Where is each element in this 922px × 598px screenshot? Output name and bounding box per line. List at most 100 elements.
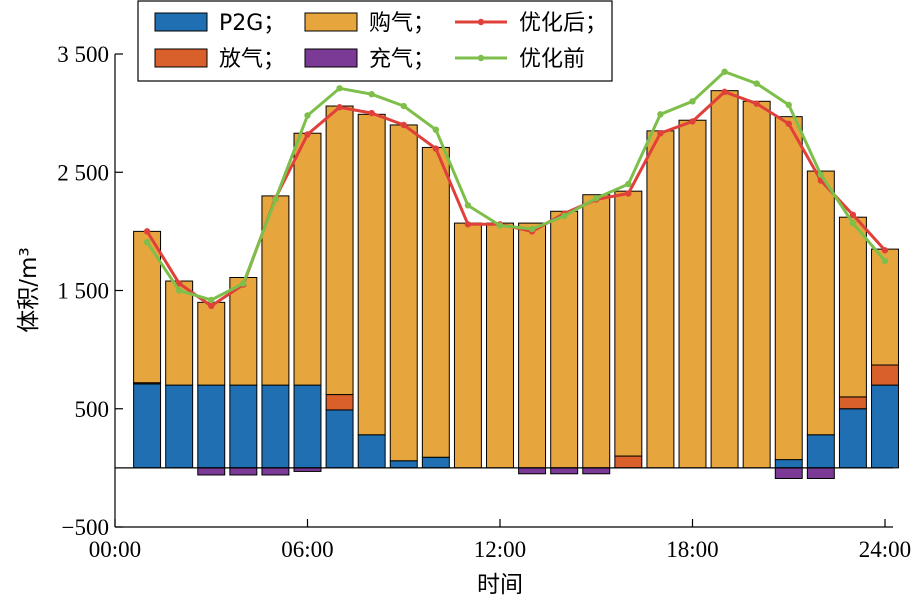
bar-P2G-8	[357, 434, 386, 469]
legend-label: 优化前	[519, 47, 585, 72]
line-point-after-6	[304, 131, 311, 138]
bar-购气-12	[486, 222, 514, 469]
bar-充气-13	[518, 467, 547, 475]
bar-购气-19	[710, 90, 739, 469]
line-point-before-9	[400, 102, 407, 110]
bar-P2G-22	[806, 434, 835, 469]
bar-P2G-9	[389, 460, 418, 469]
x-tick-label: 18:00	[666, 537, 718, 562]
bar-购气-13	[518, 222, 547, 469]
legend-marker	[477, 18, 485, 26]
line-point-before-13	[528, 225, 536, 233]
line-point-before-23	[849, 219, 857, 227]
legend-label: P2G；	[219, 11, 285, 36]
line-point-before-22	[817, 171, 825, 178]
bar-P2G-10	[421, 456, 450, 469]
line-point-before-24	[881, 257, 889, 265]
line-point-after-11	[464, 221, 472, 228]
bar-放气-16	[614, 455, 643, 469]
bar-购气-9	[389, 124, 418, 462]
legend-marker	[477, 54, 485, 62]
bar-P2G-7	[325, 409, 354, 469]
line-point-after-23	[849, 211, 857, 219]
line-point-after-18	[689, 118, 696, 125]
bar-P2G-24	[871, 384, 899, 469]
line-point-after-7	[336, 104, 343, 111]
line-point-after-1	[143, 228, 151, 235]
bar-P2G-1	[133, 383, 162, 469]
line-point-before-11	[464, 202, 472, 209]
bar-购气-18	[678, 119, 707, 469]
bar-P2G-3	[197, 384, 226, 469]
line-point-before-6	[304, 112, 311, 119]
legend-swatch	[154, 48, 208, 68]
x-tick-label: 12:00	[474, 537, 526, 562]
bar-充气-14	[550, 467, 579, 475]
legend-label: 优化后；	[519, 11, 607, 36]
x-axis-label: 时间	[477, 572, 523, 598]
bar-购气-22	[806, 170, 835, 436]
lines-layer	[143, 68, 889, 310]
bar-放气-23	[838, 396, 867, 410]
line-point-after-16	[625, 190, 632, 197]
line-point-before-17	[657, 111, 664, 118]
bar-购气-2	[165, 280, 194, 386]
bar-充气-3	[197, 467, 226, 476]
bar-购气-24	[871, 248, 899, 366]
line-point-before-7	[336, 85, 343, 92]
line-point-before-1	[143, 238, 151, 246]
line-point-before-12	[496, 222, 504, 229]
line-point-after-9	[400, 121, 407, 129]
legend-swatch	[304, 48, 358, 68]
bar-P2G-2	[165, 384, 194, 469]
x-tick-label: 24:00	[859, 537, 911, 562]
line-point-before-18	[689, 98, 696, 105]
line-point-after-10	[432, 145, 440, 152]
line-point-before-20	[753, 80, 760, 87]
bar-购气-20	[742, 100, 771, 469]
line-point-after-24	[881, 247, 889, 254]
bar-购气-21	[774, 116, 803, 461]
line-point-after-3	[208, 302, 215, 310]
bars-layer	[115, 90, 899, 480]
line-point-before-14	[560, 212, 568, 220]
bar-放气-7	[325, 394, 354, 411]
legend-label: 放气；	[219, 47, 285, 72]
bar-放气-24	[871, 364, 899, 386]
bar-购气-23	[838, 216, 867, 398]
bar-P2G-21	[774, 459, 803, 469]
line-point-before-16	[625, 180, 632, 188]
ticks-layer: −500 500 1 500 2 500 3 500 00:00 06:00 12:00 18:…	[57, 42, 911, 562]
line-point-after-19	[721, 88, 728, 96]
bar-购气-17	[646, 130, 675, 469]
y-tick-label: 3 500	[57, 42, 109, 67]
bar-购气-15	[582, 194, 611, 469]
line-point-before-19	[721, 68, 728, 75]
bar-充气-15	[582, 467, 611, 475]
bar-P2G-23	[838, 408, 867, 469]
bar-购气-3	[197, 301, 226, 386]
bar-充气-5	[261, 467, 290, 476]
bar-购气-11	[453, 222, 482, 469]
line-point-before-10	[432, 126, 440, 133]
line-point-after-21	[785, 120, 792, 127]
line-point-before-2	[175, 287, 183, 294]
bar-充气-21	[774, 467, 803, 480]
line-point-before-21	[785, 101, 792, 109]
x-tick-label: 00:00	[89, 537, 141, 562]
bar-购气-7	[325, 105, 354, 396]
legend-swatch	[304, 12, 358, 32]
legend-swatch	[154, 12, 208, 32]
bar-P2G-4	[229, 384, 258, 469]
line-point-before-5	[272, 196, 279, 203]
legend-label: 购气；	[369, 11, 435, 36]
line-point-after-20	[753, 100, 760, 107]
bar-购气-14	[550, 210, 579, 469]
line-point-before-15	[593, 195, 600, 202]
bar-充气-4	[229, 467, 258, 476]
bar-P2G-6	[293, 384, 322, 469]
bar-P2G-5	[261, 384, 290, 469]
legend-label: 充气；	[369, 47, 435, 72]
y-tick-label: −500	[62, 515, 109, 540]
bar-购气-16	[614, 190, 643, 457]
